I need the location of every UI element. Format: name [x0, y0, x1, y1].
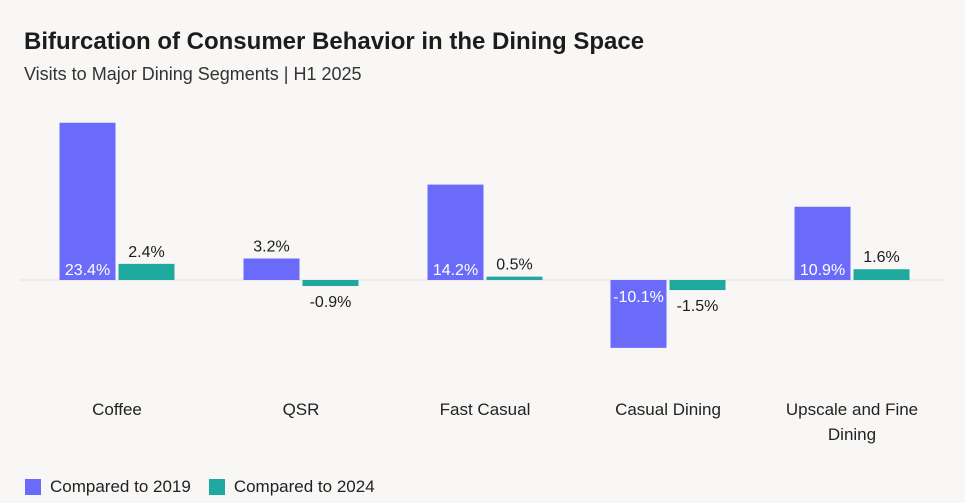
category-label-0: Coffee	[92, 400, 142, 419]
data-label-2024-2: 0.5%	[496, 257, 532, 274]
category-label-2: Fast Casual	[440, 400, 531, 419]
data-label-2019-4: 10.9%	[800, 262, 845, 279]
bar-2024-1[interactable]	[302, 280, 359, 287]
bar-2019-0[interactable]	[59, 122, 116, 280]
data-label-2019-3: -10.1%	[613, 289, 664, 306]
data-label-2019-1: 3.2%	[253, 238, 289, 255]
category-label-4: Upscale and Fine Dining	[786, 400, 918, 444]
bar-2019-2[interactable]	[427, 184, 484, 280]
legend-label-2019: Compared to 2019	[50, 477, 191, 496]
data-label-2024-0: 2.4%	[128, 244, 164, 261]
data-label-2024-3: -1.5%	[677, 298, 719, 315]
legend-swatch-2024	[208, 479, 225, 495]
category-label-1: QSR	[283, 400, 320, 419]
data-label-2024-4: 1.6%	[863, 249, 899, 266]
bar-chart: 23.4% 2.4% Coffee 3.2% -0.9% QSR 14.2% 0.5% Fast…	[20, 122, 945, 444]
legend-item-2024[interactable]: Compared to 2024	[208, 477, 375, 497]
data-label-2024-1: -0.9%	[310, 294, 352, 311]
bar-2019-4[interactable]	[794, 206, 851, 280]
bar-2024-0[interactable]	[118, 263, 175, 280]
bar-2024-4[interactable]	[853, 269, 910, 280]
bar-2019-3[interactable]	[610, 280, 667, 348]
category-label-3: Casual Dining	[615, 400, 721, 419]
chart-title: Bifurcation of Consumer Behavior in the …	[24, 28, 645, 55]
legend-swatch-2019	[25, 479, 41, 495]
chart-subtitle: Visits to Major Dining Segments | H1 202…	[24, 64, 362, 84]
bar-2019-1[interactable]	[243, 258, 300, 280]
bar-2024-3[interactable]	[669, 280, 726, 291]
legend-label-2024: Compared to 2024	[233, 477, 375, 496]
chart-legend: Compared to 2019 Compared to 2024	[25, 477, 393, 497]
legend-item-2019[interactable]: Compared to 2019	[25, 477, 191, 497]
data-label-2019-0: 23.4%	[65, 262, 110, 279]
bar-2024-2[interactable]	[486, 276, 543, 280]
data-label-2019-2: 14.2%	[433, 262, 478, 279]
